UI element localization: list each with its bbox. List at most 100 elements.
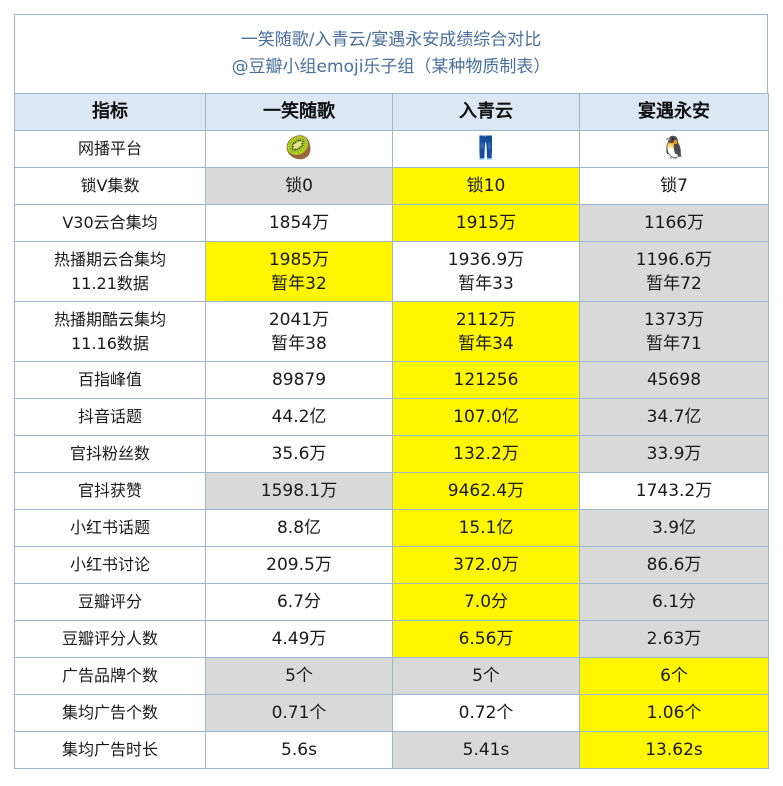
metric-note: 11.21数据 xyxy=(71,273,149,293)
row-label: 网播平台 xyxy=(14,130,206,168)
value-cell-show-1: 1985万 暂年32 xyxy=(205,241,393,302)
jeans-icon: 👖 xyxy=(392,130,580,168)
table-row: 小红书讨论 209.5万 372.0万 86.6万 xyxy=(14,546,769,584)
cell-rank: 暂年71 xyxy=(646,333,702,354)
header-show-3: 宴遇永安 xyxy=(579,93,769,131)
cell-value: 1936.9万 xyxy=(447,249,525,270)
metric-name: 小红书话题 xyxy=(69,518,150,537)
cell-value: 107.0亿 xyxy=(453,407,519,427)
cell-value: 1373万 xyxy=(643,309,705,330)
cell-value: 1166万 xyxy=(643,213,705,233)
metric-name: 热播期酷云集均 xyxy=(53,309,166,329)
cell-rank: 暂年34 xyxy=(458,333,514,354)
metric-name: 豆瓣评分 xyxy=(77,592,142,611)
cell-value: 132.2万 xyxy=(453,444,519,464)
table-row: 官抖获赞 1598.1万 9462.4万 1743.2万 xyxy=(14,472,769,510)
cell-value: 0.72个 xyxy=(458,703,514,723)
value-cell-show-2: 5.41s xyxy=(392,731,580,769)
metric-name: 热播期云合集均 xyxy=(53,249,166,269)
row-label: 热播期酷云集均 11.16数据 xyxy=(14,301,206,362)
cell-value: 6个 xyxy=(660,666,688,686)
cell-value: 34.7亿 xyxy=(646,407,702,427)
value-cell-show-3: 3.9亿 xyxy=(579,509,769,547)
value-cell-show-2: 9462.4万 xyxy=(392,472,580,510)
table-row: 热播期云合集均 11.21数据 1985万 暂年32 1936.9万 暂年33 1196.6… xyxy=(14,241,769,302)
metric-name: 集均广告个数 xyxy=(61,703,158,722)
value-cell-show-3: 2.63万 xyxy=(579,620,769,658)
value-cell-show-1: 8.8亿 xyxy=(205,509,393,547)
value-cell-show-3: 33.9万 xyxy=(579,435,769,473)
table-row: 广告品牌个数 5个 5个 6个 xyxy=(14,657,769,695)
metric-name: 官抖获赞 xyxy=(77,481,142,500)
value-cell-show-1: 5个 xyxy=(205,657,393,695)
cell-value: 15.1亿 xyxy=(458,518,514,538)
cell-value: 13.62s xyxy=(645,740,703,760)
row-label: V30云合集均 xyxy=(14,204,206,242)
value-cell-show-2: 2112万暂年34 xyxy=(392,301,580,362)
metric-note: 11.16数据 xyxy=(71,333,149,353)
value-cell-show-1: 209.5万 xyxy=(205,546,393,584)
value-cell-show-2: 132.2万 xyxy=(392,435,580,473)
value-cell-show-1: 1598.1万 xyxy=(205,472,393,510)
row-label: 豆瓣评分人数 xyxy=(14,620,206,658)
table-row: 集均广告个数 0.71个 0.72个 1.06个 xyxy=(14,694,769,732)
cell-value: 2112万 xyxy=(455,309,517,330)
cell-value: 121256 xyxy=(453,370,519,390)
row-label: 官抖粉丝数 xyxy=(14,435,206,473)
table-row: 百指峰值 89879 121256 45698 xyxy=(14,361,769,399)
metric-name: 集均广告时长 xyxy=(61,740,158,759)
cell-value: 5.6s xyxy=(281,740,317,760)
platform-row: 网播平台 🥝 👖 🐧 xyxy=(14,130,769,168)
value-cell-show-3: 45698 xyxy=(579,361,769,399)
row-label: 广告品牌个数 xyxy=(14,657,206,695)
value-cell-show-3: 86.6万 xyxy=(579,546,769,584)
cell-value: 锁7 xyxy=(660,176,688,196)
value-cell-show-1: 6.7分 xyxy=(205,583,393,621)
penguin-icon: 🐧 xyxy=(579,130,769,168)
value-cell-show-3: 6个 xyxy=(579,657,769,695)
row-label: 百指峰值 xyxy=(14,361,206,399)
row-label: 小红书讨论 xyxy=(14,546,206,584)
row-label: 小红书话题 xyxy=(14,509,206,547)
cell-value: 44.2亿 xyxy=(271,407,327,427)
value-cell-show-1: 1854万 xyxy=(205,204,393,242)
value-cell-show-2: 107.0亿 xyxy=(392,398,580,436)
cell-value: 0.71个 xyxy=(271,703,327,723)
metric-name: 官抖粉丝数 xyxy=(69,444,150,463)
cell-value: 1196.6万 xyxy=(635,249,713,270)
row-label: 热播期云合集均 11.21数据 xyxy=(14,241,206,302)
title-block: 一笑随歌/入青云/宴遇永安成绩综合对比 @豆瓣小组emoji乐子组（某种物质制表… xyxy=(14,14,768,93)
row-label: 集均广告时长 xyxy=(14,731,206,769)
table-row: 豆瓣评分 6.7分 7.0分 6.1分 xyxy=(14,583,769,621)
value-cell-show-1: 2041万 暂年38 xyxy=(205,301,393,362)
cell-value: 86.6万 xyxy=(646,555,702,575)
value-cell-show-1: 0.71个 xyxy=(205,694,393,732)
cell-value: 1985万 xyxy=(268,249,330,270)
value-cell-show-2: 6.56万 xyxy=(392,620,580,658)
cell-value: 1.06个 xyxy=(646,703,702,723)
kiwi-icon: 🥝 xyxy=(205,130,393,168)
value-cell-show-3: 1196.6万 暂年72 xyxy=(579,241,769,302)
metric-name: 锁V集数 xyxy=(80,176,140,195)
table-row: 锁V集数 锁0 锁10 锁7 xyxy=(14,167,769,205)
row-label: 官抖获赞 xyxy=(14,472,206,510)
cell-value: 5个 xyxy=(472,666,500,686)
table-row: 热播期酷云集均 11.16数据 2041万 暂年38 2112万 暂年34 1373万 暂年7… xyxy=(14,301,769,362)
cell-value: 6.56万 xyxy=(458,629,514,649)
header-show-2: 入青云 xyxy=(392,93,580,131)
table-row: 集均广告时长 5.6s 5.41s 13.62s xyxy=(14,731,769,769)
cell-value: 6.7分 xyxy=(276,592,322,612)
value-cell-show-1: 44.2亿 xyxy=(205,398,393,436)
cell-value: 35.6万 xyxy=(271,444,327,464)
cell-value: 1854万 xyxy=(268,213,330,233)
value-cell-show-2: 121256 xyxy=(392,361,580,399)
row-label: 豆瓣评分 xyxy=(14,583,206,621)
value-cell-show-2: 0.72个 xyxy=(392,694,580,732)
cell-value: 372.0万 xyxy=(453,555,519,575)
title-credit: @豆瓣小组emoji乐子组（某种物质制表） xyxy=(231,57,551,77)
value-cell-show-3: 1.06个 xyxy=(579,694,769,732)
header-row: 指标 一笑随歌 入青云 宴遇永安 xyxy=(14,93,769,131)
value-cell-show-3: 1743.2万 xyxy=(579,472,769,510)
cell-value: 89879 xyxy=(271,370,327,390)
cell-value: 45698 xyxy=(646,370,702,390)
